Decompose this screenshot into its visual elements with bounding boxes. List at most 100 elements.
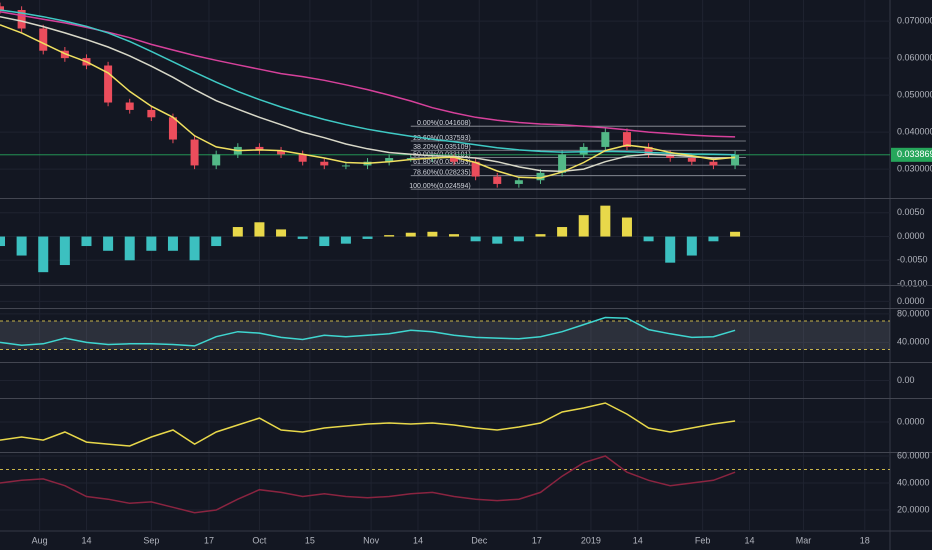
fib-label: 100.00%(0.024594): [409, 183, 471, 190]
candle-body: [255, 146, 264, 151]
histogram-bar: [38, 236, 49, 273]
x-tick-label: Sep: [143, 535, 159, 545]
histogram-bar: [362, 236, 373, 239]
histogram-bar: [167, 236, 178, 251]
candle-body: [0, 6, 4, 10]
x-tick-label: Dec: [471, 535, 488, 545]
candle-body: [298, 154, 307, 162]
x-tick-label: Oct: [252, 535, 267, 545]
candle-body: [341, 165, 350, 167]
histogram-bar: [146, 236, 157, 251]
y-tick-label: 20.0000: [897, 504, 930, 514]
fib-label: 78.60%(0.028235): [413, 170, 471, 177]
candle-body: [579, 146, 588, 155]
y-tick-label: 0.070000: [897, 15, 932, 25]
histogram-bar: [276, 229, 287, 237]
histogram-bar: [211, 236, 222, 247]
histogram-bar: [686, 236, 697, 256]
histogram-bar: [297, 236, 308, 239]
x-tick-label: 14: [413, 535, 423, 545]
candle-body: [212, 154, 221, 166]
histogram-bar: [384, 235, 395, 237]
histogram-bar: [578, 215, 589, 237]
series-line: [0, 455, 736, 514]
x-tick-label: Mar: [796, 535, 812, 545]
candle-body: [168, 117, 177, 140]
histogram-bar: [59, 236, 70, 266]
histogram-bar: [340, 236, 351, 244]
last-price-box: [891, 147, 932, 162]
candle-body: [277, 150, 286, 155]
candle-body: [125, 102, 134, 110]
histogram-bar: [254, 222, 265, 237]
histogram-bar: [124, 236, 135, 261]
candle-body: [558, 154, 567, 173]
candle-body: [644, 146, 653, 155]
histogram-bar: [449, 234, 460, 237]
series-line: [0, 24, 736, 179]
histogram-bar: [557, 227, 568, 237]
candle-body: [104, 65, 113, 103]
fib-label: 23.60%(0.037593): [413, 135, 471, 142]
histogram-bar: [232, 227, 243, 237]
candle-body: [17, 9, 26, 29]
x-tick-label: 2019: [581, 535, 601, 545]
histogram-bar: [643, 236, 654, 242]
x-tick-label: Feb: [695, 535, 711, 545]
x-tick-label: Aug: [32, 535, 48, 545]
candle-body: [147, 109, 156, 118]
histogram-bar: [665, 236, 676, 263]
y-tick-label: -0.0050: [897, 255, 928, 265]
x-tick-label: 17: [532, 535, 542, 545]
x-tick-label: 18: [860, 535, 870, 545]
histogram-bar: [16, 236, 27, 256]
candle-body: [450, 158, 459, 162]
y-tick-label: 0.0000: [897, 231, 925, 241]
histogram-bar: [319, 236, 330, 247]
candle-body: [493, 176, 502, 184]
y-tick-label: 80.0000: [897, 308, 930, 318]
histogram-bar: [0, 236, 5, 247]
candle-body: [39, 28, 48, 51]
histogram-bar: [405, 232, 416, 237]
histogram-bar: [189, 236, 200, 261]
y-tick-label: -0.0100: [897, 278, 928, 288]
candle-body: [687, 158, 696, 162]
candle-body: [190, 139, 199, 166]
histogram-bar: [535, 234, 546, 237]
histogram-bar: [600, 205, 611, 237]
candle-body: [514, 180, 523, 184]
x-tick-label: 15: [305, 535, 315, 545]
x-tick-label: 17: [204, 535, 214, 545]
y-tick-label: 0.0000: [897, 416, 925, 426]
candle-body: [536, 172, 545, 181]
histogram-bar: [730, 231, 741, 237]
candle-body: [406, 158, 415, 160]
y-tick-label: 0.00: [897, 375, 915, 385]
y-tick-label: 0.0050: [897, 207, 925, 217]
x-tick-label: Nov: [363, 535, 380, 545]
last-price-label: 0.033869: [897, 149, 932, 159]
candle-body: [320, 161, 329, 166]
y-tick-label: 40.0000: [897, 337, 930, 347]
histogram-bar: [492, 236, 503, 244]
fib-label: 0.00%(0.041608): [417, 120, 471, 127]
series-line: [0, 316, 736, 347]
candle-body: [385, 158, 394, 162]
series-line: [0, 9, 736, 156]
series-line: [0, 402, 736, 447]
y-tick-label: 40.0000: [897, 477, 930, 487]
y-tick-label: 0.040000: [897, 126, 932, 136]
y-tick-label: 0.0000: [897, 296, 925, 306]
histogram-bar: [621, 217, 632, 237]
histogram-bar: [470, 236, 481, 242]
candle-body: [709, 161, 718, 166]
histogram-bar: [513, 236, 524, 242]
x-tick-label: 14: [81, 535, 91, 545]
series-line: [0, 11, 736, 138]
y-tick-label: 0.060000: [897, 52, 932, 62]
y-tick-label: 60.0000: [897, 450, 930, 460]
